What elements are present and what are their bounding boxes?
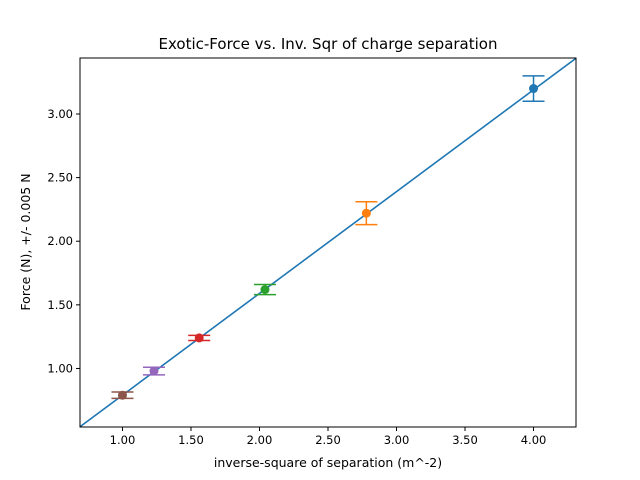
- x-tick-label: 1.00: [110, 433, 136, 447]
- x-axis-label: inverse-square of separation (m^-2): [214, 455, 442, 470]
- y-tick-label: 2.00: [47, 234, 73, 248]
- x-tick-label: 2.50: [315, 433, 341, 447]
- x-tick-label: 1.50: [178, 433, 204, 447]
- data-point-group: [355, 201, 378, 226]
- data-point-group: [111, 390, 134, 400]
- data-point: [194, 333, 204, 343]
- y-tick-label: 2.50: [47, 171, 73, 185]
- x-tick-label: 3.50: [452, 433, 478, 447]
- data-point: [361, 208, 371, 218]
- data-point-group: [142, 366, 165, 376]
- data-point-group: [253, 283, 276, 296]
- data-point: [149, 366, 159, 376]
- x-tick-label: 3.00: [384, 433, 410, 447]
- data-point: [529, 84, 539, 94]
- chart-title: Exotic-Force vs. Inv. Sqr of charge sepa…: [159, 35, 498, 53]
- y-tick-label: 1.50: [47, 298, 73, 312]
- axes: 1.00 1.50 2.00 2.50 3.00 3.50 4.00 1.00 1.50 2.00…: [47, 57, 577, 447]
- y-tick-label: 1.00: [47, 361, 73, 375]
- data-point-group: [188, 333, 211, 343]
- data-point: [260, 285, 270, 295]
- plot-area: [80, 58, 576, 427]
- fit-line: [80, 58, 576, 427]
- x-tick-label: 2.00: [247, 433, 273, 447]
- y-tick-label: 3.00: [47, 107, 73, 121]
- data-point: [117, 390, 127, 400]
- x-tick-label: 4.00: [521, 433, 547, 447]
- data-point-group: [522, 75, 545, 103]
- y-axis-label: Force (N), +/- 0.005 N: [18, 173, 33, 310]
